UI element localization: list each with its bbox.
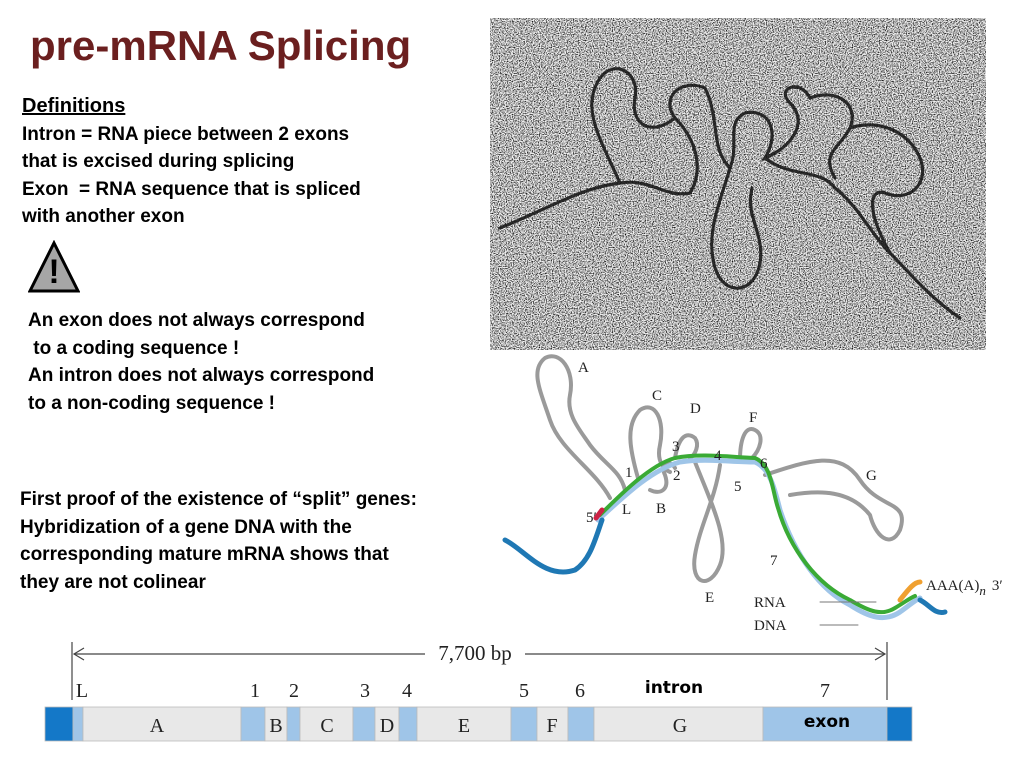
legend-intron-label: intron — [645, 678, 703, 698]
dna-flank-right — [917, 597, 948, 616]
intron-label-a: A — [150, 715, 165, 737]
proof-line: they are not colinear — [20, 571, 206, 593]
exon-block-7 — [762, 706, 888, 742]
warning-line: An intron does not always correspond — [28, 365, 375, 386]
exon-block-4 — [398, 706, 418, 742]
intron-label-c: C — [320, 715, 333, 737]
exon-number-4: 4 — [714, 448, 722, 464]
exon-number-5: 5 — [734, 479, 742, 495]
leader-label: L — [622, 502, 631, 518]
warning-triangle-icon: ! — [28, 240, 80, 293]
hybridization-diagram: A B C D E F G 1 2 3 4 5 6 7 5′ L AAA(A)n… — [502, 354, 1003, 634]
rna-label: RNA — [754, 595, 786, 611]
exon-number-6: 6 — [760, 456, 768, 472]
intron-label-g: G — [673, 715, 687, 737]
gene-map: 7,700 bp L 1 2 3 4 5 6 7 A B C D E F G — [44, 641, 913, 742]
intron-label-d: D — [380, 715, 394, 737]
exon-label-7: 7 — [820, 680, 830, 702]
exon-number-2: 2 — [673, 468, 681, 484]
exon-number-1: 1 — [625, 465, 633, 481]
loop-label-c: C — [652, 388, 662, 404]
exon-label-6: 6 — [575, 680, 585, 702]
proof-line: corresponding mature mRNA shows that — [20, 544, 389, 565]
dna-flank-left — [502, 517, 605, 575]
five-prime-cap — [593, 507, 605, 521]
exon-block-3 — [352, 706, 376, 742]
warning-block: An exon does not always correspond to a … — [28, 307, 488, 417]
intron-block-e — [416, 706, 512, 742]
definition-line: with another exon — [22, 206, 185, 227]
legend-exon-label: exon — [804, 712, 850, 732]
poly-a-label: AAA(A)n 3′ — [926, 578, 1003, 598]
exon-block-1 — [240, 706, 266, 742]
exon-block-6 — [567, 706, 595, 742]
intron-loop-f — [738, 427, 763, 462]
exon-block-5 — [510, 706, 538, 742]
proof-block: First proof of the existence of “split” … — [20, 486, 510, 596]
intron-block-f — [536, 706, 569, 742]
exon-label-5: 5 — [519, 680, 529, 702]
poly-a-tail — [897, 579, 923, 603]
intron-block-g — [593, 706, 764, 742]
intron-label-f: F — [546, 715, 557, 737]
definition-line: that is excised during splicing — [22, 151, 295, 172]
intron-loop-g — [763, 458, 904, 542]
exon-number-7: 7 — [770, 553, 778, 569]
intron-loop-a — [535, 354, 627, 500]
warning-line: to a coding sequence ! — [28, 337, 240, 359]
intron-block-d — [374, 706, 400, 742]
five-prime-label: 5′ — [586, 510, 597, 526]
page-title: pre-mRNA Splicing — [30, 22, 412, 69]
loop-label-f: F — [749, 410, 757, 426]
definition-line: Intron = RNA piece between 2 exons — [22, 123, 350, 145]
warning-line: to a non-coding sequence ! — [28, 392, 276, 414]
intron-block-a — [82, 706, 242, 742]
dna-label: DNA — [754, 618, 787, 634]
end-block-left — [44, 706, 74, 742]
intron-label-e: E — [458, 715, 470, 737]
exon-block-l — [72, 706, 84, 742]
intron-loop-e — [692, 460, 725, 583]
exon-label-3: 3 — [360, 680, 370, 702]
definitions-block: Definitions Intron = RNA piece between 2… — [22, 93, 482, 231]
rna-strand — [598, 453, 917, 615]
exon-number-3: 3 — [672, 439, 680, 455]
warning-symbol: ! — [48, 253, 59, 291]
intron-label-b: B — [269, 715, 282, 737]
electron-micrograph — [490, 18, 986, 350]
loop-label-g: G — [866, 468, 877, 484]
proof-line: First proof of the existence of “split” … — [20, 489, 417, 510]
gene-length-label: 7,700 bp — [438, 641, 512, 665]
exon-label-1: 1 — [250, 680, 260, 702]
loop-label-e: E — [705, 590, 714, 606]
loop-label-a: A — [578, 360, 589, 376]
warning-line: An exon does not always correspond — [28, 310, 365, 331]
end-block-right — [886, 706, 913, 742]
exon-block-2 — [286, 706, 301, 742]
loop-label-d: D — [690, 401, 701, 417]
definition-line: Exon = RNA sequence that is spliced — [22, 178, 361, 200]
exon-label-2: 2 — [289, 680, 299, 702]
definitions-heading: Definitions — [22, 95, 126, 117]
loop-label-b: B — [656, 501, 666, 517]
exon-label-l: L — [76, 680, 88, 702]
intron-block-c — [299, 706, 354, 742]
proof-line: Hybridization of a gene DNA with the — [20, 516, 352, 538]
exon-label-4: 4 — [402, 680, 412, 702]
